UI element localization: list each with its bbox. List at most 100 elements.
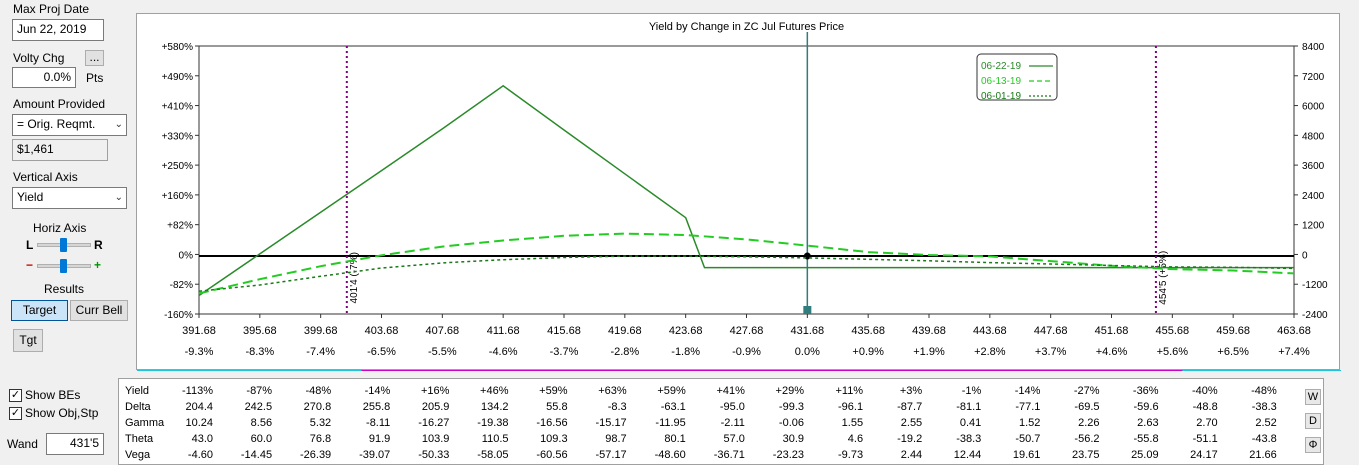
greek-cell: 91.9 — [368, 433, 391, 445]
x-tick-label: 427.68 — [730, 325, 764, 337]
greek-cell: 80.1 — [664, 433, 686, 445]
greek-cell: -8.11 — [366, 417, 391, 429]
greek-cell: -9.73 — [838, 449, 864, 461]
greek-cell: 21.66 — [1249, 449, 1277, 461]
series-line-solid — [198, 84, 1294, 297]
greek-cell: 270.8 — [303, 401, 332, 413]
slider-lr-right-label: R — [94, 238, 103, 252]
y-right-tick-label: 2400 — [1302, 191, 1325, 202]
amount-provided-value: = Orig. Reqmt. — [17, 117, 96, 131]
vertical-axis-label: Vertical Axis — [13, 170, 78, 184]
show-obj-stp-checkbox[interactable]: ✓ Show Obj,Stp — [9, 406, 98, 420]
slider-zoom-plus-label: + — [94, 258, 102, 272]
show-bes-checkbox[interactable]: ✓ Show BEs — [9, 388, 80, 402]
max-proj-date-field[interactable]: Jun 22, 2019 — [12, 19, 104, 41]
x-pct-tick-label: -8.3% — [245, 346, 274, 358]
vertical-axis-value: Yield — [17, 190, 44, 204]
side-button-0[interactable]: W — [1305, 389, 1321, 405]
greek-cell: -51.1 — [1192, 433, 1218, 445]
greek-cell: -36% — [1132, 385, 1159, 397]
greek-cell: -38.3 — [956, 433, 982, 445]
y-right-tick-label: 1200 — [1302, 221, 1325, 232]
wand-field[interactable]: 431'5 — [46, 433, 104, 455]
y-right-tick-label: 0 — [1302, 250, 1308, 261]
x-tick-label: 415.68 — [547, 325, 581, 337]
amount-field: $1,461 — [12, 139, 108, 161]
greek-cell: -48.8 — [1192, 401, 1218, 413]
x-tick-label: 407.68 — [426, 325, 460, 337]
x-pct-tick-label: +7.4% — [1278, 346, 1310, 358]
x-tick-label: 455.68 — [1156, 325, 1190, 337]
x-pct-tick-label: 0.0% — [795, 346, 820, 358]
y-right-tick-label: 3600 — [1302, 161, 1325, 172]
greek-row-label: Vega — [125, 449, 151, 461]
greek-cell: 25.09 — [1131, 449, 1159, 461]
breakeven-marker-label: 401'4 (-7%) — [349, 252, 360, 303]
amount-provided-select[interactable]: = Orig. Reqmt. ⌄ — [12, 114, 127, 136]
greeks-table: Yield -113% -87% -48% -14% +16% +46% +59% +63% +5… — [118, 378, 1324, 465]
y-left-tick-label: 0% — [179, 250, 194, 261]
volty-chg-field[interactable]: 0.0% — [12, 67, 76, 88]
greek-row-label: Yield — [125, 385, 150, 397]
greek-cell: 19.61 — [1012, 449, 1041, 461]
y-right-tick-label: -2400 — [1302, 310, 1328, 321]
volty-chg-more-button[interactable]: ... — [85, 50, 104, 66]
x-pct-tick-label: +5.6% — [1157, 346, 1189, 358]
greek-cell: -113% — [182, 385, 213, 397]
greek-cell: -38.3 — [1251, 401, 1277, 413]
greek-cell: -63.1 — [660, 401, 686, 413]
x-pct-tick-label: -5.5% — [428, 346, 457, 358]
greek-cell: -2.11 — [720, 417, 745, 429]
volty-chg-label: Volty Chg — [13, 51, 65, 65]
legend-label: 06-22-19 — [981, 61, 1021, 72]
greek-cell: -14% — [1014, 385, 1041, 397]
horiz-axis-lr-thumb[interactable] — [60, 238, 67, 252]
greek-cell: -50.33 — [418, 449, 450, 461]
x-tick-label: 435.68 — [851, 325, 885, 337]
greek-cell: 23.75 — [1071, 449, 1100, 461]
x-pct-tick-label: -2.8% — [610, 346, 639, 358]
greek-cell: -16.56 — [536, 417, 568, 429]
x-tick-label: 463.68 — [1277, 325, 1311, 337]
greek-cell: -60.56 — [536, 449, 568, 461]
yield-chart[interactable]: Yield by Change in ZC Jul Futures Price +… — [136, 13, 1341, 371]
greek-cell: -40% — [1192, 385, 1218, 397]
greek-cell: 60.0 — [250, 433, 273, 445]
greek-cell: -57.17 — [595, 449, 627, 461]
greek-cell: -36.71 — [713, 449, 745, 461]
greek-cell: -96.1 — [838, 401, 864, 413]
x-pct-tick-label: +1.9% — [913, 346, 945, 358]
target-button[interactable]: Target — [11, 300, 68, 321]
greek-cell: 55.8 — [546, 401, 568, 413]
greek-cell: 205.9 — [421, 401, 450, 413]
wand-label: Wand — [7, 437, 38, 451]
greek-cell: 109.3 — [540, 433, 568, 445]
horiz-axis-zoom-thumb[interactable] — [60, 259, 67, 273]
x-pct-tick-label: +4.6% — [1096, 346, 1128, 358]
greek-cell: +59% — [657, 385, 686, 397]
greek-cell: -56.2 — [1074, 433, 1100, 445]
greek-cell: 0.41 — [959, 417, 982, 429]
side-button-2[interactable]: Φ — [1305, 437, 1321, 453]
greek-cell: 5.32 — [309, 417, 332, 429]
x-tick-label: 411.68 — [487, 325, 520, 337]
greek-cell: 30.9 — [782, 433, 804, 445]
y-left-tick-label: +160% — [162, 191, 194, 202]
greek-cell: -55.8 — [1133, 433, 1159, 445]
x-pct-tick-label: -7.4% — [306, 346, 335, 358]
greek-cell: -48% — [1251, 385, 1277, 397]
amount-provided-label: Amount Provided — [13, 97, 106, 111]
x-tick-label: 391.68 — [182, 325, 216, 337]
checkmark-icon: ✓ — [9, 388, 22, 402]
tgt-button[interactable]: Tgt — [13, 329, 43, 352]
greek-row-label: Gamma — [125, 417, 165, 429]
greek-cell: +3% — [899, 385, 923, 397]
greek-cell: -8.3 — [607, 401, 627, 413]
greek-cell: 110.5 — [481, 433, 509, 445]
x-tick-label: 431.68 — [791, 325, 825, 337]
y-left-tick-label: +580% — [162, 42, 194, 53]
curr-bell-button[interactable]: Curr Bell — [70, 300, 128, 321]
vertical-axis-select[interactable]: Yield ⌄ — [12, 187, 127, 209]
series-line-dashed — [198, 232, 1295, 295]
side-button-1[interactable]: D — [1305, 413, 1321, 429]
